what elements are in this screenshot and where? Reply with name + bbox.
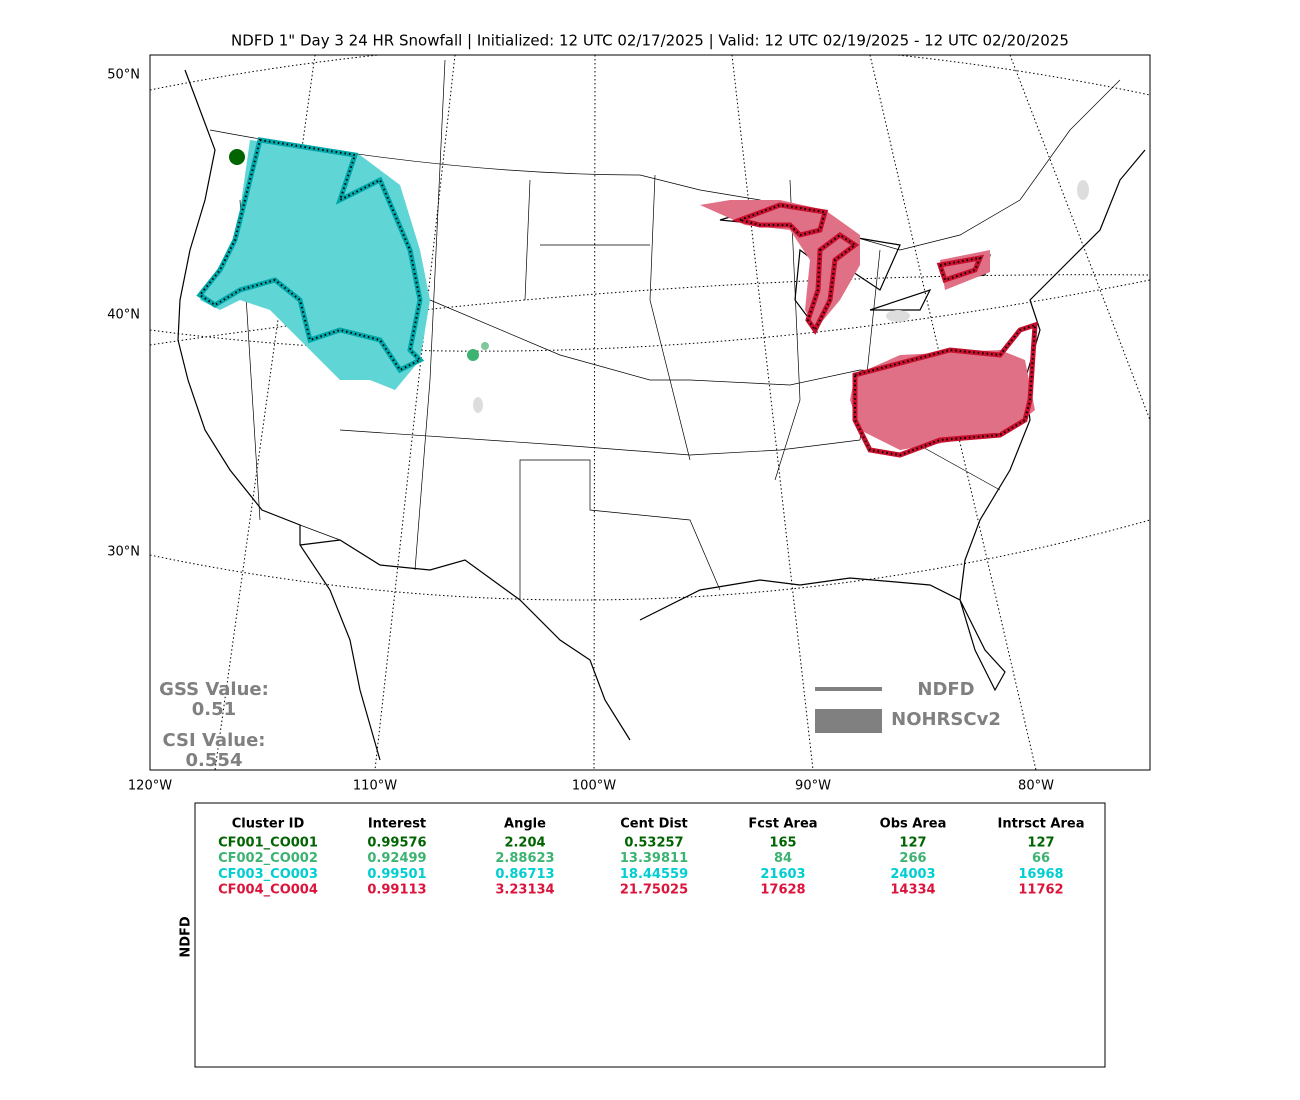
obs-red — [850, 350, 1035, 450]
table-cell: 127 — [899, 836, 926, 851]
table-cell: 84 — [774, 851, 792, 866]
table-cell: 13.39811 — [620, 851, 688, 866]
table-cell: CF002_CO002 — [218, 851, 318, 866]
table-cell: 21603 — [760, 867, 805, 882]
legend-patch — [815, 709, 882, 733]
graticule — [150, 519, 1150, 601]
table-frame — [194, 802, 1106, 1068]
column-header: Cluster ID — [232, 817, 305, 832]
table-cell: 2.88623 — [495, 851, 554, 866]
obs-gray — [886, 310, 910, 322]
state-lines — [239, 59, 1001, 571]
column-header: Obs Area — [880, 817, 947, 832]
obs-gray — [473, 397, 483, 413]
table-cell: 3.23134 — [495, 883, 554, 898]
lat-label: 50°N — [107, 68, 140, 83]
table-cell: 17628 — [760, 883, 805, 898]
table-cell: 0.99113 — [367, 883, 426, 898]
table-cell: CF004_CO004 — [218, 883, 318, 898]
obs-seagreen — [481, 342, 489, 350]
obs-green — [229, 149, 245, 165]
axis-labels: 50°N 40°N 30°N 120°W 110°W 100°W 90°W 80°W — [107, 68, 1054, 794]
table-cell: 127 — [1027, 836, 1054, 851]
lat-label: 30°N — [107, 545, 140, 560]
table-cell: 0.53257 — [624, 836, 683, 851]
table-cell: 11762 — [1018, 883, 1063, 898]
csi-value: 0.554 — [186, 750, 243, 771]
map: NDFD NOHRSCv2 GSS Value: 0.51 CSI Value:… — [107, 54, 1151, 794]
table-cell: CF003_CO003 — [218, 867, 318, 882]
fcst-cyan — [196, 137, 425, 374]
table-cell: CF001_CO001 — [218, 836, 318, 851]
csi-label: CSI Value: — [163, 730, 266, 751]
table-cell: 66 — [1032, 851, 1050, 866]
obs-gray — [1077, 180, 1089, 200]
obs-seagreen — [467, 349, 479, 361]
table-cell: 21.75025 — [620, 883, 688, 898]
lon-label: 80°W — [1018, 779, 1054, 794]
table-cell: 18.44559 — [620, 867, 688, 882]
title: NDFD 1" Day 3 24 HR Snowfall | Initializ… — [231, 32, 1069, 50]
column-header: Angle — [504, 817, 546, 832]
column-header: Fcst Area — [748, 817, 817, 832]
table-cell: 0.99576 — [367, 836, 426, 851]
legend-label: NOHRSCv2 — [891, 709, 1001, 730]
table-cell: 266 — [899, 851, 926, 866]
table-cell: 16968 — [1018, 867, 1063, 882]
table: Cluster ID Interest Angle Cent Dist Fcst Are… — [218, 817, 1084, 898]
lon-label: 120°W — [128, 779, 172, 794]
table-cell: 2.204 — [504, 836, 545, 851]
graticule — [150, 279, 1150, 352]
gss-value: 0.51 — [192, 699, 236, 720]
column-header: Intrsct Area — [998, 817, 1085, 832]
column-header: Interest — [368, 817, 426, 832]
table-side-label: NDFD — [179, 916, 194, 958]
graticule — [1009, 55, 1150, 421]
table-cell: 24003 — [890, 867, 935, 882]
table-cell: 165 — [769, 836, 796, 851]
table-cell: 0.92499 — [367, 851, 426, 866]
table-cell: 0.86713 — [495, 867, 554, 882]
lon-label: 90°W — [795, 779, 831, 794]
fcst-red-dots — [736, 203, 1037, 457]
table-cell: 14334 — [890, 883, 935, 898]
table-cell: 0.99501 — [367, 867, 426, 882]
obs-cyan — [200, 140, 430, 390]
column-header: Cent Dist — [620, 817, 688, 832]
lon-label: 110°W — [353, 779, 397, 794]
lon-label: 100°W — [572, 779, 616, 794]
coastline — [177, 69, 1146, 761]
legend-label: NDFD — [917, 679, 974, 700]
lat-label: 40°N — [107, 308, 140, 323]
gss-label: GSS Value: — [159, 679, 269, 700]
